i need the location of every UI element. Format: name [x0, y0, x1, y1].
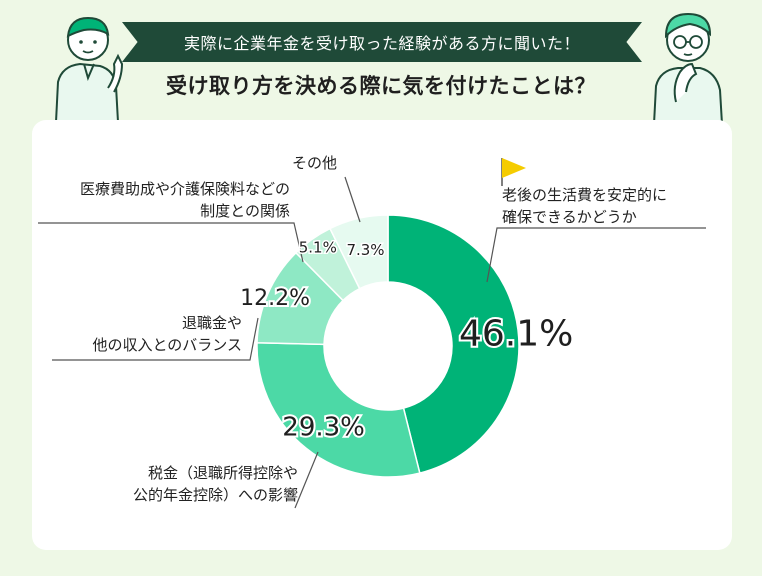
- donut-segment-2: [256, 341, 421, 478]
- person-pointing-icon: [54, 16, 124, 122]
- person-thinking-icon: [652, 12, 724, 124]
- leader-line-1: [486, 227, 706, 283]
- category-label-4: 医療費助成や介護保険料などの 制度との関係: [40, 178, 290, 222]
- category-label-3: 退職金や 他の収入とのバランス: [40, 312, 242, 356]
- category-label-3-line2: 他の収入とのバランス: [92, 336, 242, 354]
- category-label-2-line1: 税金（退職所得控除や: [147, 464, 298, 482]
- value-label-2: 29.3%: [282, 412, 365, 442]
- category-label-2: 税金（退職所得控除や 公的年金控除）への影響: [108, 462, 298, 506]
- category-label-5-line1: その他: [292, 154, 338, 172]
- chart-question: 受け取り方を決める際に気を付けたことは？: [166, 74, 596, 98]
- leader-line-4: [52, 317, 259, 361]
- category-label-1-line1: 老後の生活費を安定的に: [502, 186, 668, 204]
- survey-banner: 実際に企業年金を受け取った経験がある方に聞いた！: [122, 22, 642, 62]
- chart-card: [32, 120, 732, 550]
- value-label-5: 7.3%: [346, 241, 384, 259]
- leader-line-3: [38, 222, 304, 263]
- category-label-1-line2: 確保できるかどうか: [502, 208, 637, 226]
- value-label-3: 12.2%: [240, 286, 310, 311]
- category-label-5: その他: [292, 152, 337, 174]
- value-label-4: 5.1%: [299, 239, 337, 257]
- flag-icon: [501, 158, 526, 186]
- value-label-1: 46.1%: [459, 313, 573, 354]
- category-label-3-line1: 退職金や: [181, 314, 242, 332]
- donut-segment-5: [328, 214, 389, 290]
- banner-text: 実際に企業年金を受け取った経験がある方に聞いた！: [183, 34, 580, 53]
- category-label-2-line2: 公的年金控除）への影響: [132, 486, 298, 504]
- leader-line-2: [294, 451, 319, 509]
- leader-line-5: [344, 176, 361, 223]
- category-label-4-line1: 医療費助成や介護保険料などの: [79, 180, 290, 198]
- donut-segment-1: [387, 214, 520, 474]
- category-label-4-line2: 制度との関係: [200, 202, 290, 220]
- category-label-1: 老後の生活費を安定的に 確保できるかどうか: [502, 184, 667, 228]
